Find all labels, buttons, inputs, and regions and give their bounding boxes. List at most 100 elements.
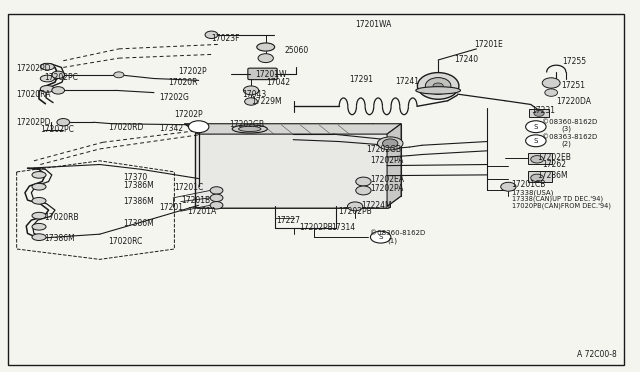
Ellipse shape: [32, 234, 46, 240]
Text: 17338(USA): 17338(USA): [511, 189, 554, 196]
Text: S: S: [534, 124, 538, 130]
Text: 17291: 17291: [349, 75, 372, 84]
FancyBboxPatch shape: [195, 132, 390, 208]
Text: 17020RC: 17020RC: [108, 237, 142, 246]
Ellipse shape: [40, 63, 54, 70]
Text: 17338(CAN)UP TD DEC.'94): 17338(CAN)UP TD DEC.'94): [511, 196, 603, 202]
Text: 17202GB: 17202GB: [229, 121, 264, 129]
Ellipse shape: [32, 171, 46, 178]
Text: 17020R: 17020R: [168, 78, 198, 87]
Circle shape: [542, 78, 560, 88]
Text: 17043: 17043: [242, 90, 266, 99]
Ellipse shape: [417, 73, 459, 99]
Ellipse shape: [32, 224, 46, 230]
Text: 17386M: 17386M: [124, 181, 154, 190]
Text: 17386M: 17386M: [124, 219, 154, 228]
Text: 17227: 17227: [276, 216, 301, 225]
Text: 17240: 17240: [454, 55, 478, 64]
Text: 17202PB: 17202PB: [300, 223, 333, 232]
Text: 17202GB: 17202GB: [366, 145, 401, 154]
Circle shape: [114, 72, 124, 78]
Circle shape: [500, 182, 516, 191]
Text: 17220DA: 17220DA: [556, 97, 591, 106]
Polygon shape: [387, 124, 401, 206]
Ellipse shape: [32, 183, 46, 190]
Text: 17020RB: 17020RB: [44, 213, 79, 222]
Text: (2): (2): [561, 140, 572, 147]
Text: ©08360-8162D: ©08360-8162D: [370, 230, 425, 237]
Ellipse shape: [426, 78, 451, 94]
Text: 17202PA: 17202PA: [370, 185, 403, 193]
Circle shape: [525, 121, 546, 133]
Text: 17201E: 17201E: [474, 40, 503, 49]
Ellipse shape: [378, 137, 403, 150]
Text: 17201A: 17201A: [187, 207, 216, 216]
Text: ©08363-8162D: ©08363-8162D: [542, 134, 598, 140]
Text: 17202PC: 17202PC: [40, 125, 74, 134]
Circle shape: [356, 186, 371, 195]
Text: 17023F: 17023F: [212, 34, 240, 43]
Text: 17241: 17241: [396, 77, 419, 86]
Text: 17231: 17231: [531, 106, 555, 115]
Ellipse shape: [32, 212, 46, 219]
Text: 17201B: 17201B: [180, 196, 210, 205]
Circle shape: [210, 187, 223, 194]
Circle shape: [210, 202, 223, 209]
Text: 17224M: 17224M: [362, 201, 392, 210]
Text: 17202PB: 17202PB: [338, 207, 372, 216]
Text: A 72C00-8: A 72C00-8: [577, 350, 617, 359]
Text: 17020RD: 17020RD: [108, 123, 143, 132]
Text: 17201CB: 17201CB: [511, 180, 546, 189]
Text: 17201C: 17201C: [174, 183, 204, 192]
Circle shape: [531, 155, 543, 163]
Bar: [527, 171, 552, 182]
Bar: [527, 153, 552, 164]
Circle shape: [371, 231, 391, 243]
Text: 17202EA: 17202EA: [370, 175, 404, 184]
Circle shape: [531, 174, 543, 182]
Text: 17202PD: 17202PD: [17, 64, 51, 73]
Text: 17314: 17314: [332, 223, 356, 232]
Circle shape: [57, 119, 70, 126]
Circle shape: [244, 98, 257, 105]
Text: 17202P: 17202P: [174, 110, 203, 119]
Circle shape: [188, 121, 209, 133]
Ellipse shape: [239, 126, 261, 132]
Circle shape: [258, 54, 273, 62]
Circle shape: [525, 135, 546, 147]
Text: 17020RA: 17020RA: [17, 90, 51, 99]
Circle shape: [383, 139, 398, 148]
Text: 17201W: 17201W: [255, 70, 286, 78]
Circle shape: [534, 110, 544, 116]
Text: 17342: 17342: [159, 124, 183, 133]
Text: (1): (1): [387, 238, 397, 244]
Text: 17386M: 17386M: [44, 234, 75, 243]
Polygon shape: [184, 124, 401, 134]
Text: 17202PD: 17202PD: [17, 118, 51, 127]
Circle shape: [210, 194, 223, 202]
Ellipse shape: [416, 87, 461, 94]
Circle shape: [52, 87, 65, 94]
Text: 17255: 17255: [563, 57, 587, 66]
Text: 17229M: 17229M: [251, 97, 282, 106]
FancyBboxPatch shape: [248, 68, 277, 80]
Text: 17020PB(CAN)FROM DEC.'94): 17020PB(CAN)FROM DEC.'94): [511, 202, 611, 209]
Ellipse shape: [40, 86, 54, 92]
Circle shape: [243, 86, 259, 95]
Ellipse shape: [257, 43, 275, 51]
Circle shape: [356, 177, 371, 186]
Text: 17201WA: 17201WA: [355, 20, 392, 29]
Text: 17386M: 17386M: [124, 197, 154, 206]
Text: 17202EB: 17202EB: [537, 153, 571, 161]
Circle shape: [52, 71, 65, 78]
Text: S: S: [378, 234, 383, 240]
Text: 17251: 17251: [561, 81, 586, 90]
Text: 17202P: 17202P: [178, 67, 207, 76]
Text: 17370: 17370: [124, 173, 148, 182]
Text: 17262: 17262: [542, 160, 566, 169]
Ellipse shape: [32, 198, 46, 204]
Text: 17202PA: 17202PA: [370, 156, 403, 165]
Circle shape: [205, 31, 218, 38]
Text: 25060: 25060: [285, 46, 309, 55]
Text: ©08360-8162D: ©08360-8162D: [542, 119, 598, 125]
